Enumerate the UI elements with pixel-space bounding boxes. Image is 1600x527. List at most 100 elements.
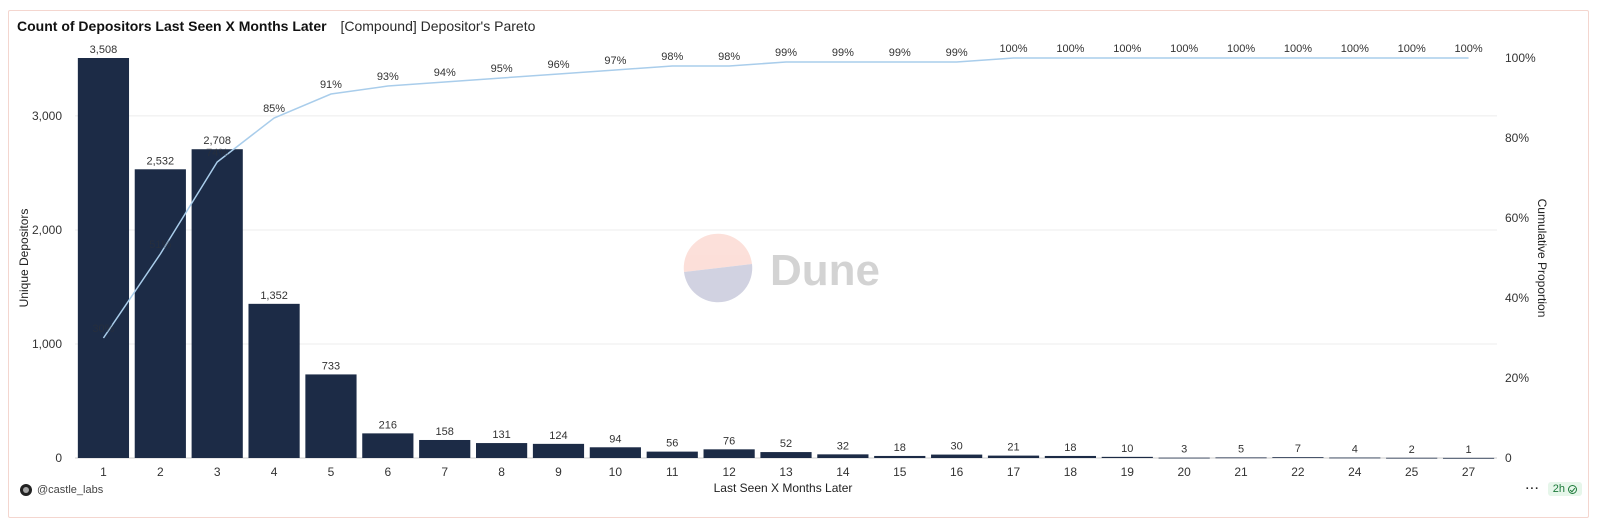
y-tick-label: 0: [55, 451, 62, 465]
bar-value-label: 4: [1352, 444, 1358, 456]
line-value-label: 97%: [604, 55, 626, 67]
bar[interactable]: [191, 149, 243, 458]
bar[interactable]: [874, 455, 926, 458]
line-value-label: 98%: [718, 51, 740, 63]
x-tick-label: 7: [441, 465, 448, 479]
bar[interactable]: [987, 455, 1040, 458]
bar[interactable]: [1386, 457, 1438, 459]
line-value-label: 100%: [1398, 43, 1426, 55]
line-value-label: 85%: [263, 103, 285, 115]
line-value-label: 99%: [946, 47, 968, 59]
bar[interactable]: [1272, 457, 1324, 459]
dune-watermark: Dune: [683, 233, 880, 303]
bar-value-label: 10: [1121, 443, 1133, 455]
x-tick-label: 27: [1462, 465, 1476, 479]
line-value-label: 100%: [1056, 43, 1084, 55]
bar-value-label: 216: [379, 419, 397, 431]
bar-value-label: 3: [1181, 444, 1187, 456]
bar-value-label: 1,352: [260, 290, 288, 302]
bar[interactable]: [1215, 457, 1267, 459]
bar[interactable]: [419, 439, 471, 458]
x-tick-label: 4: [271, 465, 278, 479]
bar[interactable]: [1158, 457, 1210, 459]
x-tick-label: 16: [950, 465, 964, 479]
chart-footer-actions: ··· 2h: [1526, 482, 1582, 496]
x-tick-label: 5: [328, 465, 335, 479]
dune-watermark-text: Dune: [770, 246, 880, 295]
x-tick-label: 22: [1291, 465, 1305, 479]
refresh-status-badge[interactable]: 2h: [1547, 482, 1582, 496]
x-tick-label: 3: [214, 465, 221, 479]
bar[interactable]: [817, 454, 869, 458]
bar-value-label: 3,508: [90, 44, 118, 56]
check-circle-icon: [1568, 484, 1577, 494]
bar-value-label: 158: [436, 426, 454, 438]
bar[interactable]: [248, 303, 300, 458]
dune-logo-top: [683, 233, 752, 272]
line-value-label: 99%: [889, 47, 911, 59]
bar[interactable]: [532, 443, 585, 458]
x-tick-label: 6: [384, 465, 391, 479]
bar[interactable]: [362, 433, 414, 458]
line-value-label: 100%: [1170, 43, 1198, 55]
bar[interactable]: [1044, 455, 1096, 458]
y-tick-label: 3,000: [32, 109, 62, 123]
x-tick-label: 25: [1405, 465, 1419, 479]
x-tick-label: 9: [555, 465, 562, 479]
bar[interactable]: [77, 58, 130, 458]
bar-value-label: 2,708: [203, 135, 231, 147]
bar-value-label: 30: [951, 441, 963, 453]
line-value-label: 100%: [999, 43, 1027, 55]
x-tick-label: 1: [100, 465, 107, 479]
x-tick-label: 8: [498, 465, 505, 479]
bar-value-label: 2,532: [147, 155, 175, 167]
x-axis-title: Last Seen X Months Later: [714, 481, 853, 495]
y2-tick-label: 100%: [1505, 51, 1536, 65]
bar[interactable]: [476, 443, 528, 458]
bar[interactable]: [931, 454, 983, 458]
line-value-label: 30%: [92, 323, 114, 335]
line-value-label: 96%: [547, 59, 569, 71]
bar[interactable]: [646, 451, 698, 458]
bar-value-label: 21: [1007, 442, 1019, 454]
bar-value-label: 733: [322, 360, 340, 372]
x-tick-label: 11: [666, 465, 679, 479]
line-value-label: 100%: [1454, 43, 1482, 55]
bar[interactable]: [1442, 457, 1495, 459]
bar-value-label: 18: [894, 442, 906, 454]
line-value-label: 98%: [661, 51, 683, 63]
x-tick-label: 15: [893, 465, 907, 479]
line-value-label: 100%: [1113, 43, 1141, 55]
bar-value-label: 76: [723, 435, 735, 447]
bar-value-label: 94: [609, 433, 621, 445]
x-tick-label: 17: [1007, 465, 1021, 479]
y2-tick-label: 20%: [1505, 371, 1529, 385]
y-tick-label: 1,000: [32, 337, 62, 351]
y-tick-label: 2,000: [32, 223, 62, 237]
line-value-label: 51%: [149, 239, 171, 251]
bar-value-label: 52: [780, 438, 792, 450]
x-tick-label: 21: [1234, 465, 1248, 479]
chart-header: Count of Depositors Last Seen X Months L…: [17, 18, 535, 38]
bar[interactable]: [589, 447, 641, 458]
bar-value-label: 124: [549, 430, 567, 442]
more-options-button[interactable]: ···: [1525, 483, 1540, 495]
bar[interactable]: [134, 169, 186, 458]
bar-value-label: 1: [1465, 444, 1471, 456]
x-tick-label: 18: [1064, 465, 1078, 479]
y2-axis-title: Cumulative Proportion: [1535, 199, 1549, 318]
line-value-label: 94%: [434, 67, 456, 79]
y2-tick-label: 60%: [1505, 211, 1529, 225]
chart-title: Count of Depositors Last Seen X Months L…: [17, 18, 327, 34]
bar[interactable]: [1101, 456, 1153, 458]
line-value-label: 100%: [1284, 43, 1312, 55]
line-value-label: 100%: [1227, 43, 1255, 55]
line-value-label: 93%: [377, 71, 399, 83]
bar[interactable]: [760, 452, 812, 458]
refresh-age: 2h: [1552, 483, 1565, 495]
bar[interactable]: [703, 449, 755, 458]
bar[interactable]: [1329, 457, 1381, 459]
chart-subtitle: [Compound] Depositor's Pareto: [340, 18, 536, 34]
author-credit[interactable]: @castle_labs: [20, 484, 103, 496]
bar[interactable]: [305, 374, 357, 458]
